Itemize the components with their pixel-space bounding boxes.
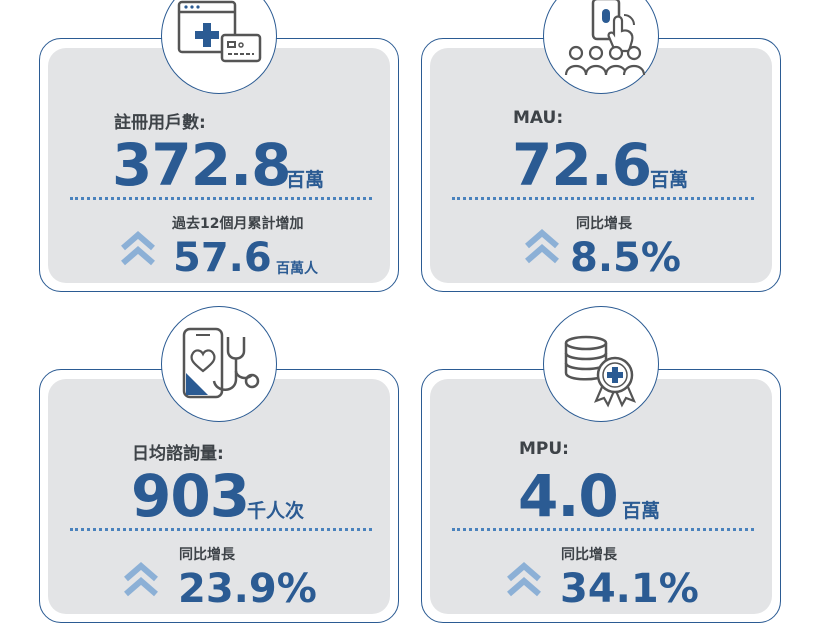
card-unit: 千人次 xyxy=(247,500,305,522)
dotted-divider xyxy=(452,528,754,531)
card-unit: 百萬 xyxy=(286,169,325,191)
card-label: 註冊用戶數: xyxy=(114,113,206,133)
card-value: 72.6 xyxy=(512,131,652,199)
double-chevron-up-icon xyxy=(124,562,158,597)
dotted-divider xyxy=(70,197,372,200)
card-sub-label: 同比增長 xyxy=(576,216,632,232)
icon-circle xyxy=(161,306,277,422)
card-unit: 百萬 xyxy=(650,169,689,191)
card-sub-label: 同比增長 xyxy=(561,547,617,563)
card-sub-label: 同比增長 xyxy=(179,547,235,563)
card-value: 4.0 xyxy=(518,462,619,530)
card-value: 903 xyxy=(131,462,250,530)
double-chevron-up-icon xyxy=(507,562,541,597)
card-label: 日均諮詢量: xyxy=(132,444,224,464)
dotted-divider xyxy=(452,197,754,200)
icon-circle xyxy=(161,0,277,94)
icon-circle xyxy=(543,306,659,422)
browser-medical-card-icon xyxy=(177,0,262,63)
coins-medical-badge-icon xyxy=(564,335,637,408)
stat-card-mpu: MPU: 4.0 百萬 同比增長 34.1% xyxy=(421,369,781,623)
card-sub-unit: 百萬人 xyxy=(276,261,318,277)
dotted-divider xyxy=(70,528,372,531)
card-value: 372.8 xyxy=(112,131,291,199)
card-sub-value: 8.5% xyxy=(570,235,681,281)
stat-card-daily-consultations: 日均諮詢量: 903 千人次 同比增長 23.9% xyxy=(39,369,399,623)
card-sub-value: 57.6 xyxy=(173,235,272,281)
card-sub-value: 23.9% xyxy=(178,566,317,612)
card-sub-value: 34.1% xyxy=(560,566,699,612)
phone-stethoscope-icon xyxy=(182,327,260,399)
stat-card-mau: MAU: 72.6 百萬 同比增長 8.5% xyxy=(421,38,781,292)
double-chevron-up-icon xyxy=(121,231,155,266)
double-chevron-up-icon xyxy=(525,229,559,264)
card-unit: 百萬 xyxy=(622,500,661,522)
icon-circle xyxy=(543,0,659,94)
card-label: MPU: xyxy=(519,439,569,459)
card-sub-label: 過去12個月累計增加 xyxy=(172,216,304,232)
card-label: MAU: xyxy=(513,108,564,128)
touch-users-icon xyxy=(564,0,646,76)
